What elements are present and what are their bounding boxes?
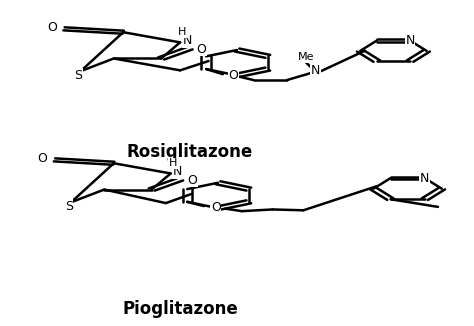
Text: O: O [187, 174, 197, 187]
Text: O: O [211, 201, 220, 214]
Text: N: N [405, 34, 415, 47]
Text: O: O [228, 69, 238, 82]
Text: H: H [169, 158, 177, 168]
Text: H: H [178, 27, 187, 37]
Text: Pioglitazone: Pioglitazone [122, 300, 238, 318]
Text: O: O [47, 21, 57, 34]
Text: S: S [65, 200, 73, 213]
Text: O: O [197, 43, 206, 56]
Text: Me: Me [298, 52, 314, 62]
Text: N: N [420, 171, 429, 185]
Text: O: O [38, 152, 47, 165]
Text: N: N [310, 64, 320, 77]
Text: N: N [173, 165, 182, 178]
Text: Rosiglitazone: Rosiglitazone [127, 143, 253, 161]
Text: S: S [74, 69, 82, 82]
Text: N: N [182, 34, 192, 47]
